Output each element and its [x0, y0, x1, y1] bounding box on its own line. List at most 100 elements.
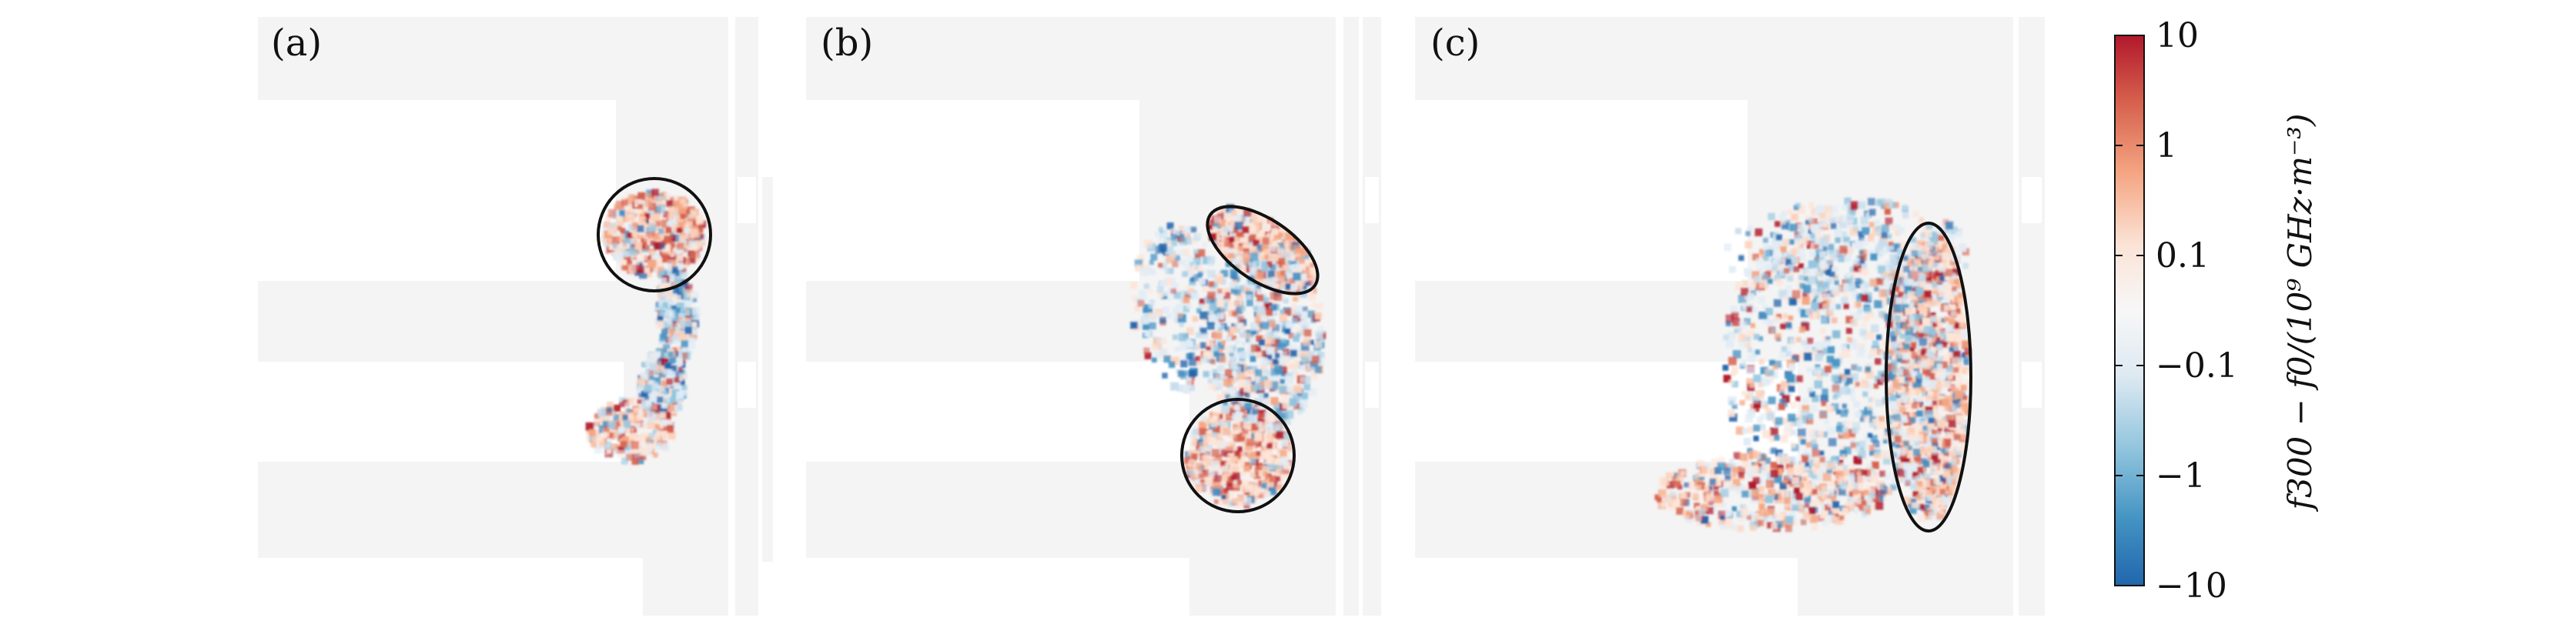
field-cell	[695, 215, 704, 224]
field-cell	[1915, 381, 1922, 388]
field-cell	[1264, 249, 1270, 255]
field-cell	[1266, 346, 1274, 356]
field-cell	[1220, 339, 1226, 345]
field-cell	[1238, 273, 1244, 279]
field-cell	[687, 235, 694, 242]
field-cell	[1296, 329, 1302, 335]
field-cell	[1261, 350, 1269, 358]
field-cell	[1172, 306, 1179, 314]
field-cell	[1902, 369, 1909, 376]
field-cell	[1905, 458, 1911, 464]
field-cell	[1949, 294, 1955, 301]
field-cell	[635, 415, 642, 422]
field-cell	[1237, 434, 1246, 442]
field-cell	[1219, 498, 1226, 506]
field-cell	[1286, 446, 1292, 452]
field-cell	[1931, 320, 1938, 327]
field-cell	[1234, 404, 1240, 410]
field-cell	[692, 297, 698, 302]
field-cell	[661, 277, 667, 283]
field-cell	[1939, 375, 1945, 382]
field-cell	[1953, 367, 1959, 373]
field-cell	[659, 391, 667, 399]
field-cell	[1311, 356, 1320, 363]
field-cell	[1924, 473, 1931, 480]
field-cell	[1952, 322, 1959, 329]
field-cell	[668, 332, 674, 338]
field-cell	[1267, 376, 1274, 382]
field-cell	[634, 205, 642, 214]
field-cell	[1277, 352, 1285, 359]
field-cell	[1944, 316, 1949, 322]
field-cell	[1765, 408, 1772, 415]
field-cell	[1930, 447, 1939, 456]
field-cell	[1939, 502, 1946, 509]
field-cell	[1266, 336, 1275, 345]
field-cell	[1263, 446, 1272, 456]
field-cell	[1296, 409, 1303, 415]
field-cell	[1914, 454, 1922, 462]
field-cell	[667, 221, 672, 227]
field-cell	[1233, 276, 1240, 282]
field-cell	[1769, 378, 1775, 383]
field-cell	[1226, 225, 1234, 232]
field-cell	[1211, 282, 1218, 289]
field-cell	[1950, 304, 1956, 309]
field-cell	[688, 342, 696, 349]
field-cell	[1869, 449, 1876, 456]
field-cell	[1172, 282, 1179, 289]
field-cell	[1790, 429, 1797, 436]
field-cell	[661, 192, 667, 198]
field-cell	[1283, 467, 1290, 475]
field-cell	[1948, 484, 1956, 492]
field-cell	[1961, 340, 1970, 349]
field-cell	[1240, 351, 1249, 359]
field-cell	[1808, 429, 1817, 438]
field-cell	[654, 361, 663, 369]
field-cell	[649, 362, 658, 372]
field-cell	[1824, 205, 1833, 214]
field-cell	[1270, 245, 1276, 252]
field-cell	[1310, 288, 1317, 295]
field-cell	[1946, 489, 1952, 496]
field-cell	[1293, 358, 1299, 363]
field-cell	[1263, 276, 1272, 285]
field-cell	[1293, 261, 1300, 267]
field-cell	[1918, 514, 1926, 523]
field-cell	[1929, 421, 1935, 427]
field-cell	[1949, 279, 1955, 284]
field-cell	[644, 239, 651, 245]
field-cell	[651, 254, 661, 262]
field-cell	[1925, 295, 1932, 303]
field-cell	[609, 422, 616, 429]
field-cell	[1220, 461, 1226, 466]
field-cell	[677, 207, 687, 216]
field-cell	[1268, 463, 1273, 469]
field-cell	[637, 204, 644, 209]
field-cell	[1852, 508, 1858, 514]
field-cell	[623, 251, 629, 258]
field-cell	[1783, 239, 1790, 246]
field-cell	[1935, 319, 1942, 326]
field-cell	[1253, 282, 1261, 289]
field-cell	[1226, 336, 1233, 342]
field-cell	[617, 215, 623, 222]
field-cell	[634, 418, 641, 425]
field-cell	[637, 399, 642, 404]
field-cell	[1183, 262, 1189, 269]
field-cell	[1251, 212, 1256, 217]
field-cell	[1160, 337, 1167, 344]
field-cell	[1191, 453, 1198, 460]
field-cell	[1942, 295, 1949, 302]
field-cell	[1932, 400, 1938, 406]
field-cell	[1276, 422, 1284, 430]
field-cell	[651, 386, 657, 391]
field-cell	[1250, 369, 1256, 376]
field-cell	[1206, 442, 1213, 449]
field-cell	[1172, 260, 1179, 268]
field-cell	[1895, 468, 1905, 477]
field-cell	[689, 241, 697, 248]
field-cell	[1228, 493, 1235, 499]
field-cell	[691, 329, 698, 336]
field-cell	[1925, 410, 1934, 419]
